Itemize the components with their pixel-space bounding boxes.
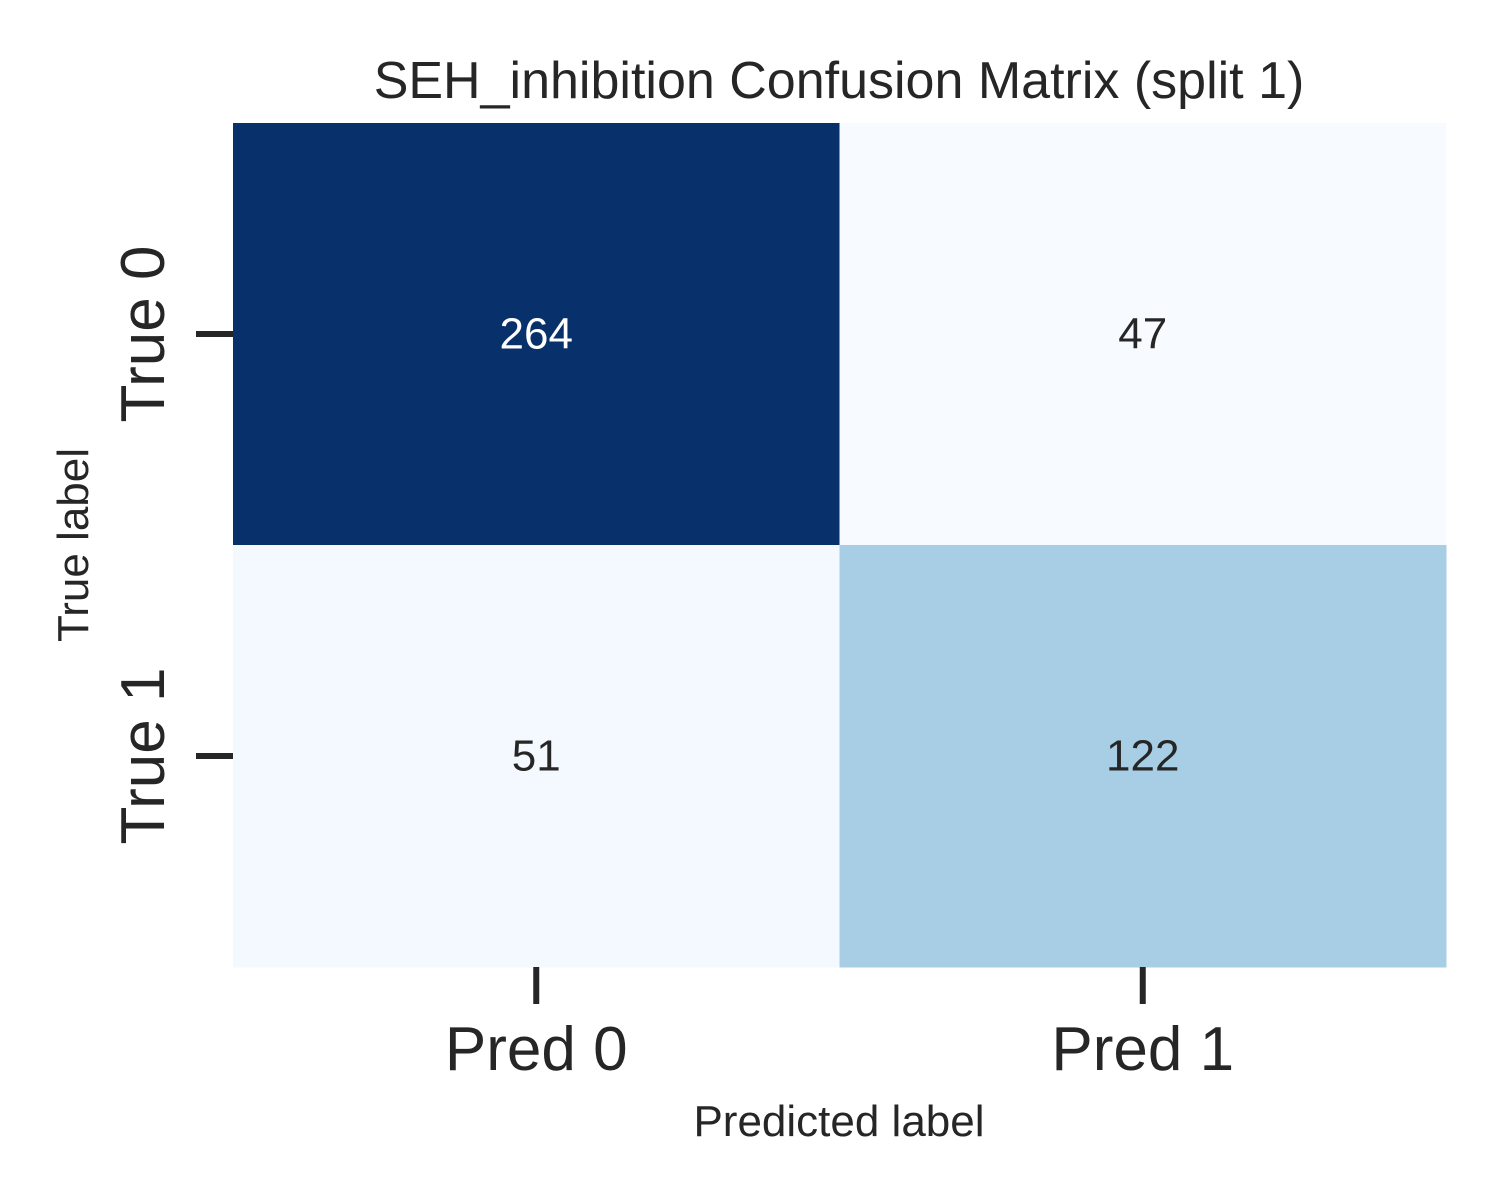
chart-title: SEH_inhibition Confusion Matrix (split 1… bbox=[374, 52, 1305, 110]
heatmap-cell-labels: 264 47 51 122 bbox=[500, 310, 1180, 781]
axis-tick-labels: Pred 0 Pred 1 True 0 True 1 bbox=[109, 246, 1234, 1084]
cell-value-r1-c0: 51 bbox=[512, 732, 561, 781]
heatmap-cell-r1-c0 bbox=[233, 545, 840, 968]
x-axis-label: Predicted label bbox=[693, 1097, 984, 1146]
axis-ticks bbox=[196, 331, 1146, 1004]
y-axis-label: True label bbox=[49, 448, 98, 642]
y-tick-label-0: True 0 bbox=[109, 246, 178, 423]
cell-value-r0-c0: 264 bbox=[500, 310, 573, 359]
y-tick-label-1: True 1 bbox=[109, 668, 178, 845]
x-tick-label-1: Pred 1 bbox=[1051, 1015, 1234, 1084]
heatmap-cell-r0-c0 bbox=[233, 123, 840, 546]
x-tick-label-0: Pred 0 bbox=[445, 1015, 628, 1084]
heatmap-cells bbox=[233, 123, 1447, 968]
heatmap-cell-r1-c1 bbox=[839, 545, 1447, 968]
heatmap-cell-r0-c1 bbox=[839, 123, 1447, 546]
cell-value-r0-c1: 47 bbox=[1118, 310, 1167, 359]
cell-value-r1-c1: 122 bbox=[1106, 732, 1179, 781]
